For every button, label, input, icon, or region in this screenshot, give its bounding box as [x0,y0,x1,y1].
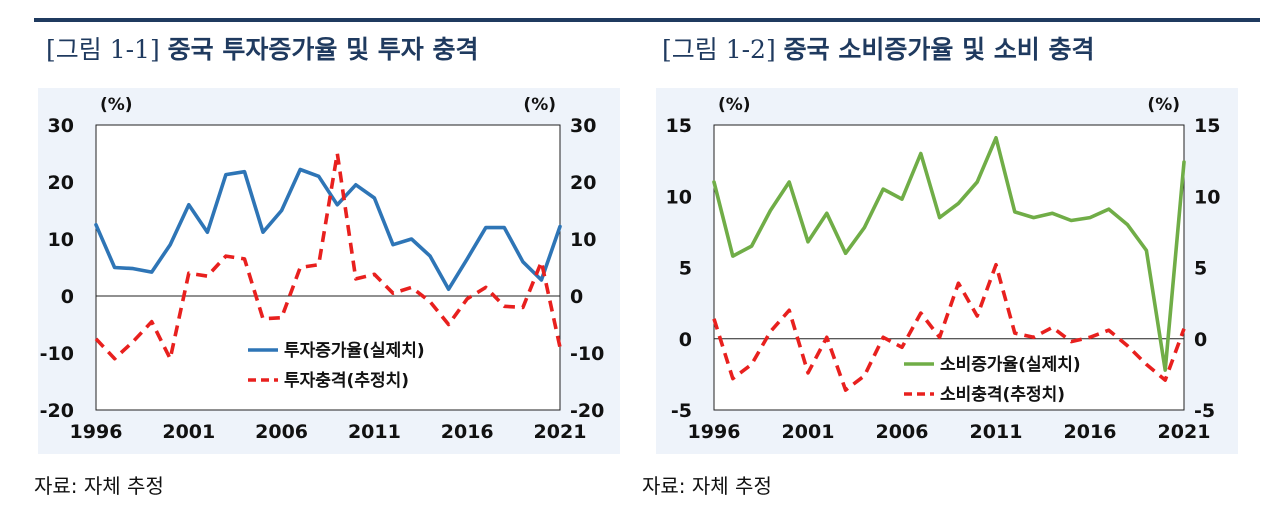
figure-1-title: [그림 1-1] 중국 투자증가율 및 투자 충격 [46,30,479,66]
unit-label-left: (%) [100,95,133,115]
unit-label-right: (%) [523,95,556,115]
y-tick-label-right: 0 [570,286,583,308]
plot-area [713,124,1185,411]
y-tick-label-left: 10 [48,229,74,251]
y-tick-label-right: -5 [1194,400,1215,422]
y-tick-label-left: 0 [61,286,74,308]
x-tick-label: 2011 [970,421,1023,443]
y-tick-label-left: -20 [40,400,74,422]
y-tick-label-right: -20 [570,400,604,422]
chart-2-svg: 15 15 10 10 5 5 0 0 -5 -5 (%) (%) 1996 2001 2006 2011 20… [666,95,1221,443]
figure-2-title: [그림 1-2] 중국 소비증가율 및 소비 충격 [662,30,1095,66]
legend-label-1: 투자증가율(실제치) [284,341,425,361]
unit-label-right: (%) [1147,95,1180,115]
legend-label-2: 소비충격(추정치) [940,385,1065,405]
y-tick-label-left: -5 [671,400,692,422]
x-tick-label: 2021 [534,421,587,443]
x-tick-label: 2001 [162,421,215,443]
y-tick-label-right: 5 [1194,258,1207,280]
figure-2-title-text: 중국 소비증가율 및 소비 충격 [783,35,1095,64]
x-tick-label: 2011 [348,421,401,443]
y-tick-label-right: 30 [570,115,596,137]
legend-label-1: 소비증가율(실제치) [940,355,1081,375]
series-line-2 [94,151,562,361]
x-tick-label: 2016 [441,421,494,443]
chart-panel-1: 30 30 20 20 10 10 0 0 -10 -10 -20 -20 (%) (%) 1996 2001… [38,88,620,454]
top-rule [34,18,1260,22]
x-tick-label: 1996 [70,421,123,443]
x-tick-label: 2006 [876,421,929,443]
y-tick-label-left: 10 [666,186,692,208]
legend-label-2: 투자충격(추정치) [284,371,409,391]
y-tick-label-left: 20 [48,172,74,194]
x-tick-label: 2016 [1064,421,1117,443]
y-tick-label-left: -10 [40,343,74,365]
series-line-2 [712,262,1186,392]
y-tick-label-right: 20 [570,172,596,194]
y-tick-label-right: 10 [570,229,596,251]
figure-2-source: 자료: 자체 추정 [642,474,772,498]
y-tick-label-right: 15 [1194,115,1220,137]
chart-1-svg: 30 30 20 20 10 10 0 0 -10 -10 -20 -20 (%) (%) 1996 2001… [40,95,605,443]
y-tick-label-right: 10 [1194,186,1220,208]
figure-1-source: 자료: 자체 추정 [34,474,164,498]
y-tick-label-right: -10 [570,343,604,365]
figure-1-bracket: [그림 1-1] [46,35,160,64]
series-line-1 [712,135,1186,372]
plot-area [95,124,561,411]
y-tick-label-left: 5 [679,258,692,280]
y-tick-label-left: 15 [666,115,692,137]
y-tick-label-left: 30 [48,115,74,137]
x-tick-label: 2001 [782,421,835,443]
y-tick-label-left: 0 [679,329,692,351]
series-line-1 [94,167,562,291]
figure-2-bracket: [그림 1-2] [662,35,776,64]
unit-label-left: (%) [718,95,751,115]
x-tick-label: 1996 [688,421,741,443]
figure-1-title-text: 중국 투자증가율 및 투자 충격 [167,35,479,64]
y-tick-label-right: 0 [1194,329,1207,351]
chart-panel-2: 15 15 10 10 5 5 0 0 -5 -5 (%) (%) 1996 2001 2006 2011 20… [656,88,1238,454]
x-tick-label: 2006 [255,421,308,443]
x-tick-label: 2021 [1158,421,1211,443]
